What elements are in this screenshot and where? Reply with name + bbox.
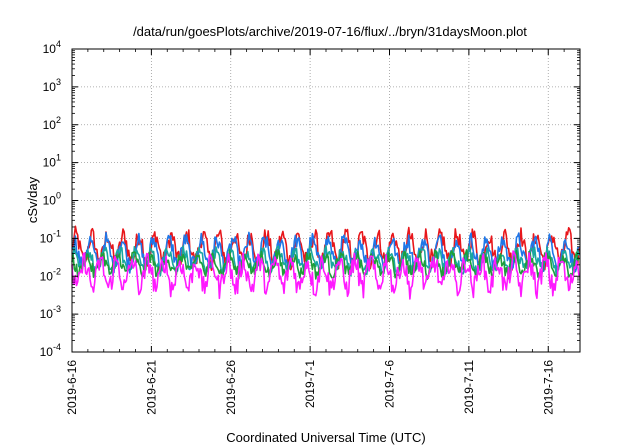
y-tick-label: 10-3 bbox=[40, 304, 61, 321]
x-axis-title: Coordinated Universal Time (UTC) bbox=[226, 430, 425, 445]
y-tick-label: 10-4 bbox=[40, 342, 61, 359]
y-tick-label: 104 bbox=[43, 39, 61, 56]
y-tick-label: 102 bbox=[43, 115, 61, 132]
y-tick-label: 100 bbox=[43, 191, 61, 208]
plot-frame bbox=[71, 48, 581, 353]
y-tick-label: 10-2 bbox=[40, 266, 61, 283]
y-tick-label: 10-1 bbox=[40, 228, 61, 245]
x-tick-label: 2019-6-21 bbox=[144, 360, 158, 415]
x-tick-label: 2019-7-16 bbox=[541, 360, 555, 415]
y-tick-label: 101 bbox=[43, 153, 61, 170]
x-tick-label: 2019-6-26 bbox=[224, 360, 238, 415]
y-axis-title: cSv/day bbox=[25, 176, 40, 223]
x-tick-label: 2019-7-6 bbox=[383, 360, 397, 408]
series-layer bbox=[71, 225, 580, 300]
x-axis: 2019-6-16 2019-6-21 2019-6-26 2019-7-1 2019-… bbox=[65, 49, 581, 415]
series-line-5 bbox=[71, 250, 580, 300]
grid bbox=[72, 49, 580, 352]
x-tick-label: 2019-6-16 bbox=[65, 360, 79, 415]
y-tick-label: 103 bbox=[43, 77, 61, 94]
chart-title: /data/run/goesPlots/archive/2019-07-16/f… bbox=[133, 24, 527, 39]
x-tick-label: 2019-7-11 bbox=[462, 360, 476, 414]
x-tick-label: 2019-7-1 bbox=[303, 360, 317, 408]
y-axis: 10-4 10-3 10-2 10-1 100 101 102 103 104 bbox=[40, 39, 580, 359]
